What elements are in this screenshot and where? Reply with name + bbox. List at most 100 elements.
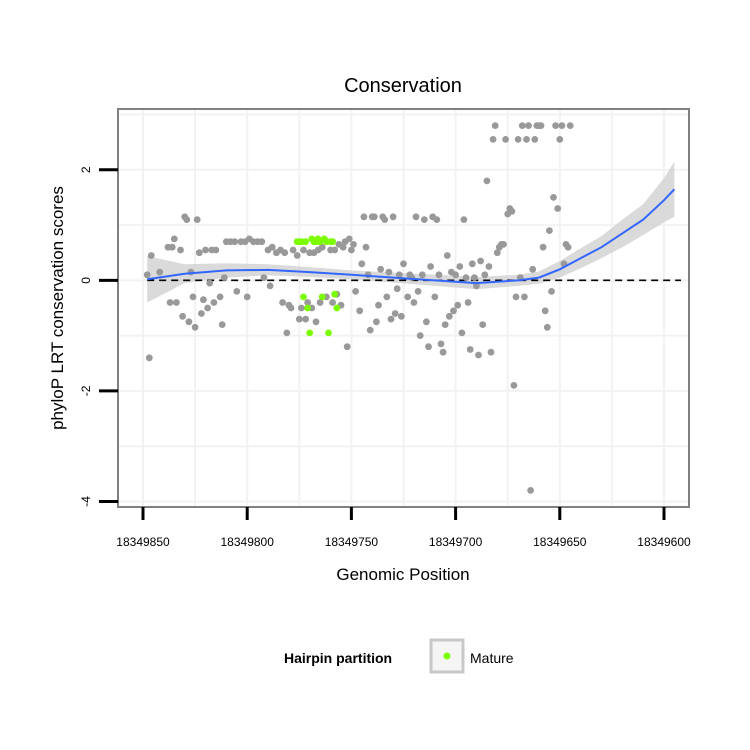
other-point (529, 265, 537, 273)
other-point (312, 318, 320, 326)
x-axis-title: Genomic Position (336, 565, 469, 584)
other-point (147, 252, 155, 259)
other-point (531, 136, 539, 143)
other-point (377, 265, 384, 273)
x-tick-label: 18349850 (116, 535, 170, 549)
other-point (260, 274, 268, 281)
legend: Hairpin partition Mature (284, 638, 514, 674)
other-point (512, 293, 520, 301)
other-point (283, 329, 291, 337)
other-point (168, 243, 176, 251)
smooth-fit-line (147, 188, 676, 285)
other-point (266, 282, 274, 290)
mature-point (306, 329, 314, 337)
other-point (550, 194, 557, 201)
other-point (304, 299, 311, 306)
mature-point (325, 329, 332, 337)
other-point (523, 136, 530, 143)
other-point (443, 252, 451, 259)
other-point (500, 241, 507, 248)
other-point (466, 346, 474, 353)
other-point (435, 271, 443, 279)
other-point (204, 304, 212, 312)
other-point (258, 238, 266, 246)
other-point (281, 249, 289, 257)
other-point (479, 321, 487, 328)
other-point (481, 271, 489, 279)
other-point (454, 301, 462, 309)
smooth-confidence-band (147, 161, 675, 303)
other-point (198, 310, 205, 317)
other-point (195, 249, 203, 257)
other-point (485, 263, 493, 270)
other-point (385, 268, 393, 276)
y-tick-label: -4 (79, 496, 93, 507)
other-point (456, 263, 464, 270)
other-point (183, 216, 191, 224)
other-point (537, 122, 545, 129)
other-point (348, 246, 355, 254)
other-point (383, 293, 391, 301)
other-point (212, 246, 220, 254)
other-point (295, 315, 303, 323)
mature-point (331, 290, 339, 298)
mature-point (333, 304, 341, 312)
other-point (145, 354, 153, 362)
other-point (460, 216, 468, 224)
other-point (279, 299, 286, 306)
mature-point (300, 293, 307, 301)
other-point (331, 246, 339, 254)
other-point (329, 299, 336, 306)
other-point (473, 282, 480, 290)
other-point (381, 216, 389, 224)
other-point (445, 312, 453, 320)
other-point (462, 274, 470, 281)
chart-title: Conservation (344, 75, 462, 97)
other-point (418, 271, 426, 279)
other-point (410, 299, 418, 306)
other-point (173, 299, 180, 306)
other-point (437, 340, 445, 348)
other-point (170, 235, 178, 243)
other-point (564, 243, 572, 251)
other-point (375, 301, 382, 309)
other-point (343, 343, 351, 351)
other-point (210, 299, 218, 306)
other-point (491, 122, 499, 129)
x-tick-label: 18349800 (221, 535, 275, 549)
other-point (558, 122, 566, 129)
other-point (450, 307, 457, 315)
y-tick-label: 0 (79, 277, 93, 284)
other-point (293, 252, 301, 259)
x-tick-label: 18349750 (325, 535, 379, 549)
other-point (191, 323, 199, 331)
other-point (202, 246, 209, 254)
other-point (471, 274, 478, 281)
other-point (508, 207, 516, 215)
other-point (350, 241, 357, 248)
other-point (541, 307, 549, 315)
other-point (525, 122, 532, 129)
legend-label-mature: Mature (470, 650, 514, 666)
legend-title: Hairpin partition (284, 650, 392, 666)
other-point (477, 257, 484, 265)
other-point (502, 136, 509, 143)
other-point (231, 238, 239, 246)
other-point (427, 263, 434, 270)
other-point (412, 213, 420, 221)
grid-lines (118, 109, 689, 507)
other-point (548, 288, 555, 295)
y-axis-title: phyloP LRT conservation scores (48, 186, 67, 430)
other-point (352, 288, 359, 295)
other-point (468, 260, 476, 268)
other-point (539, 243, 547, 251)
other-point (527, 487, 534, 494)
other-point (166, 299, 174, 306)
other-point (521, 293, 528, 301)
other-point (339, 243, 347, 251)
other-point (514, 136, 522, 143)
other-point (179, 312, 187, 320)
plot-panel-border (117, 108, 690, 508)
other-point (475, 351, 482, 359)
